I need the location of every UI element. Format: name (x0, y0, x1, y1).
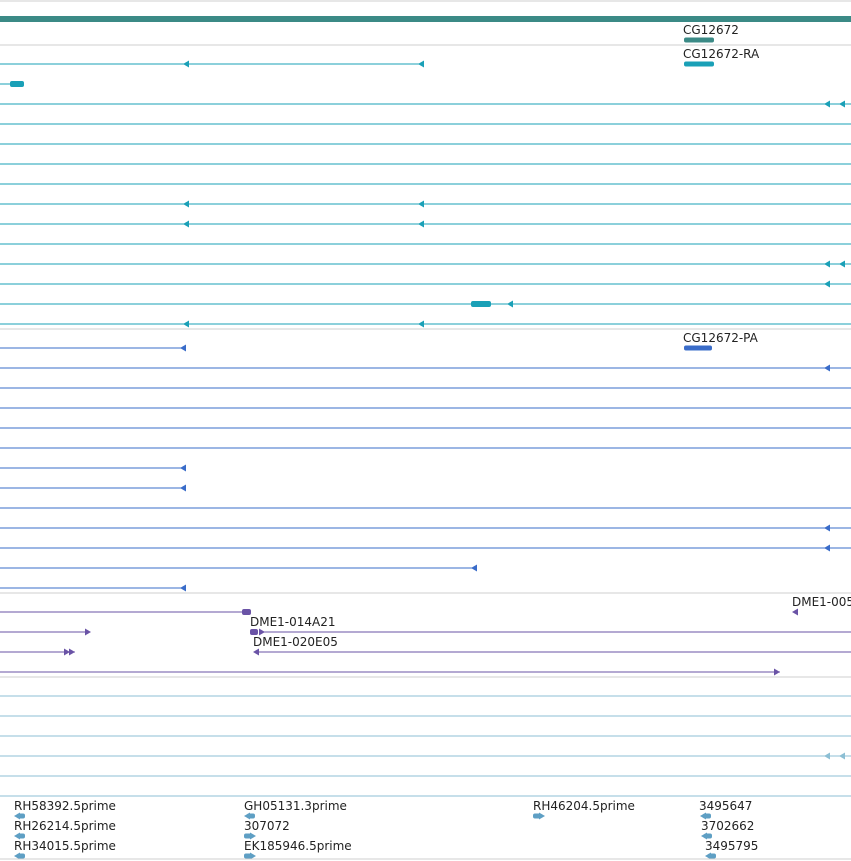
est-label[interactable]: GH05131.3prime (244, 799, 347, 813)
pa-strand-arrow (180, 584, 186, 592)
est-glyph-arrow (14, 852, 20, 860)
ra-strand-arrow (824, 280, 830, 288)
est-glyph-arrow (250, 832, 256, 840)
gene-label[interactable]: CG12672 (683, 23, 739, 37)
bac-strand-arrow (64, 648, 70, 656)
gene-feature (684, 37, 714, 43)
ra-strand-arrow (418, 200, 424, 208)
est-glyph-arrow (244, 812, 250, 820)
est-glyph-arrow (14, 832, 20, 840)
bac-label-1[interactable]: DME1-014A21 (250, 615, 336, 629)
bac-end (242, 609, 251, 615)
bac-strand-arrow (69, 648, 75, 656)
ra-exon (471, 301, 491, 307)
ra-strand-arrow (183, 60, 189, 68)
ra-strand-arrow (839, 260, 845, 268)
pa-strand-arrow (824, 364, 830, 372)
gene-bar (0, 16, 851, 22)
est-label[interactable]: RH34015.5prime (14, 839, 116, 853)
bac-strand-arrow (774, 668, 780, 676)
ra-strand-arrow (418, 60, 424, 68)
bac-strand-arrow (85, 628, 91, 636)
ra-strand-arrow (507, 300, 513, 308)
est-glyph-arrow (701, 832, 707, 840)
est-label[interactable]: RH26214.5prime (14, 819, 116, 833)
ra-strand-arrow (183, 320, 189, 328)
est-label[interactable]: RH46204.5prime (533, 799, 635, 813)
transcript-pa-label[interactable]: CG12672-PA (683, 331, 758, 345)
est-label[interactable]: RH58392.5prime (14, 799, 116, 813)
pa-strand-arrow (824, 544, 830, 552)
pa-exon (684, 345, 712, 351)
pa-strand-arrow (180, 344, 186, 352)
est-glyph-arrow (14, 812, 20, 820)
pa-strand-arrow (824, 524, 830, 532)
est-label[interactable]: 307072 (244, 819, 290, 833)
ra-strand-arrow (183, 200, 189, 208)
est-label[interactable]: 3702662 (701, 819, 755, 833)
bac-strand-arrow (792, 608, 798, 616)
est-label[interactable]: EK185946.5prime (244, 839, 352, 853)
pa-strand-arrow (180, 464, 186, 472)
bac-label-2[interactable]: DME1-020E05 (253, 635, 338, 649)
est-glyph-arrow (705, 852, 711, 860)
ra-exon (684, 61, 714, 67)
est-label[interactable]: 3495647 (699, 799, 753, 813)
ra-strand-arrow (839, 100, 845, 108)
transcript-ra-label[interactable]: CG12672-RA (683, 47, 760, 61)
pa-strand-arrow (471, 564, 477, 572)
ra-strand-arrow (824, 260, 830, 268)
ra-strand-arrow (183, 220, 189, 228)
ra-strand-arrow (418, 320, 424, 328)
bac-label-3[interactable]: DME1-005 (792, 595, 851, 609)
est-glyph-arrow (250, 852, 256, 860)
est-strand-arrow (839, 752, 845, 760)
est-strand-arrow (824, 752, 830, 760)
ra-strand-arrow (418, 220, 424, 228)
est-glyph-arrow (700, 812, 706, 820)
bac-end (250, 629, 258, 635)
est-glyph-arrow (539, 812, 545, 820)
ra-strand-arrow (824, 100, 830, 108)
est-label[interactable]: 3495795 (705, 839, 759, 853)
pa-strand-arrow (180, 484, 186, 492)
ra-exon (10, 81, 24, 87)
